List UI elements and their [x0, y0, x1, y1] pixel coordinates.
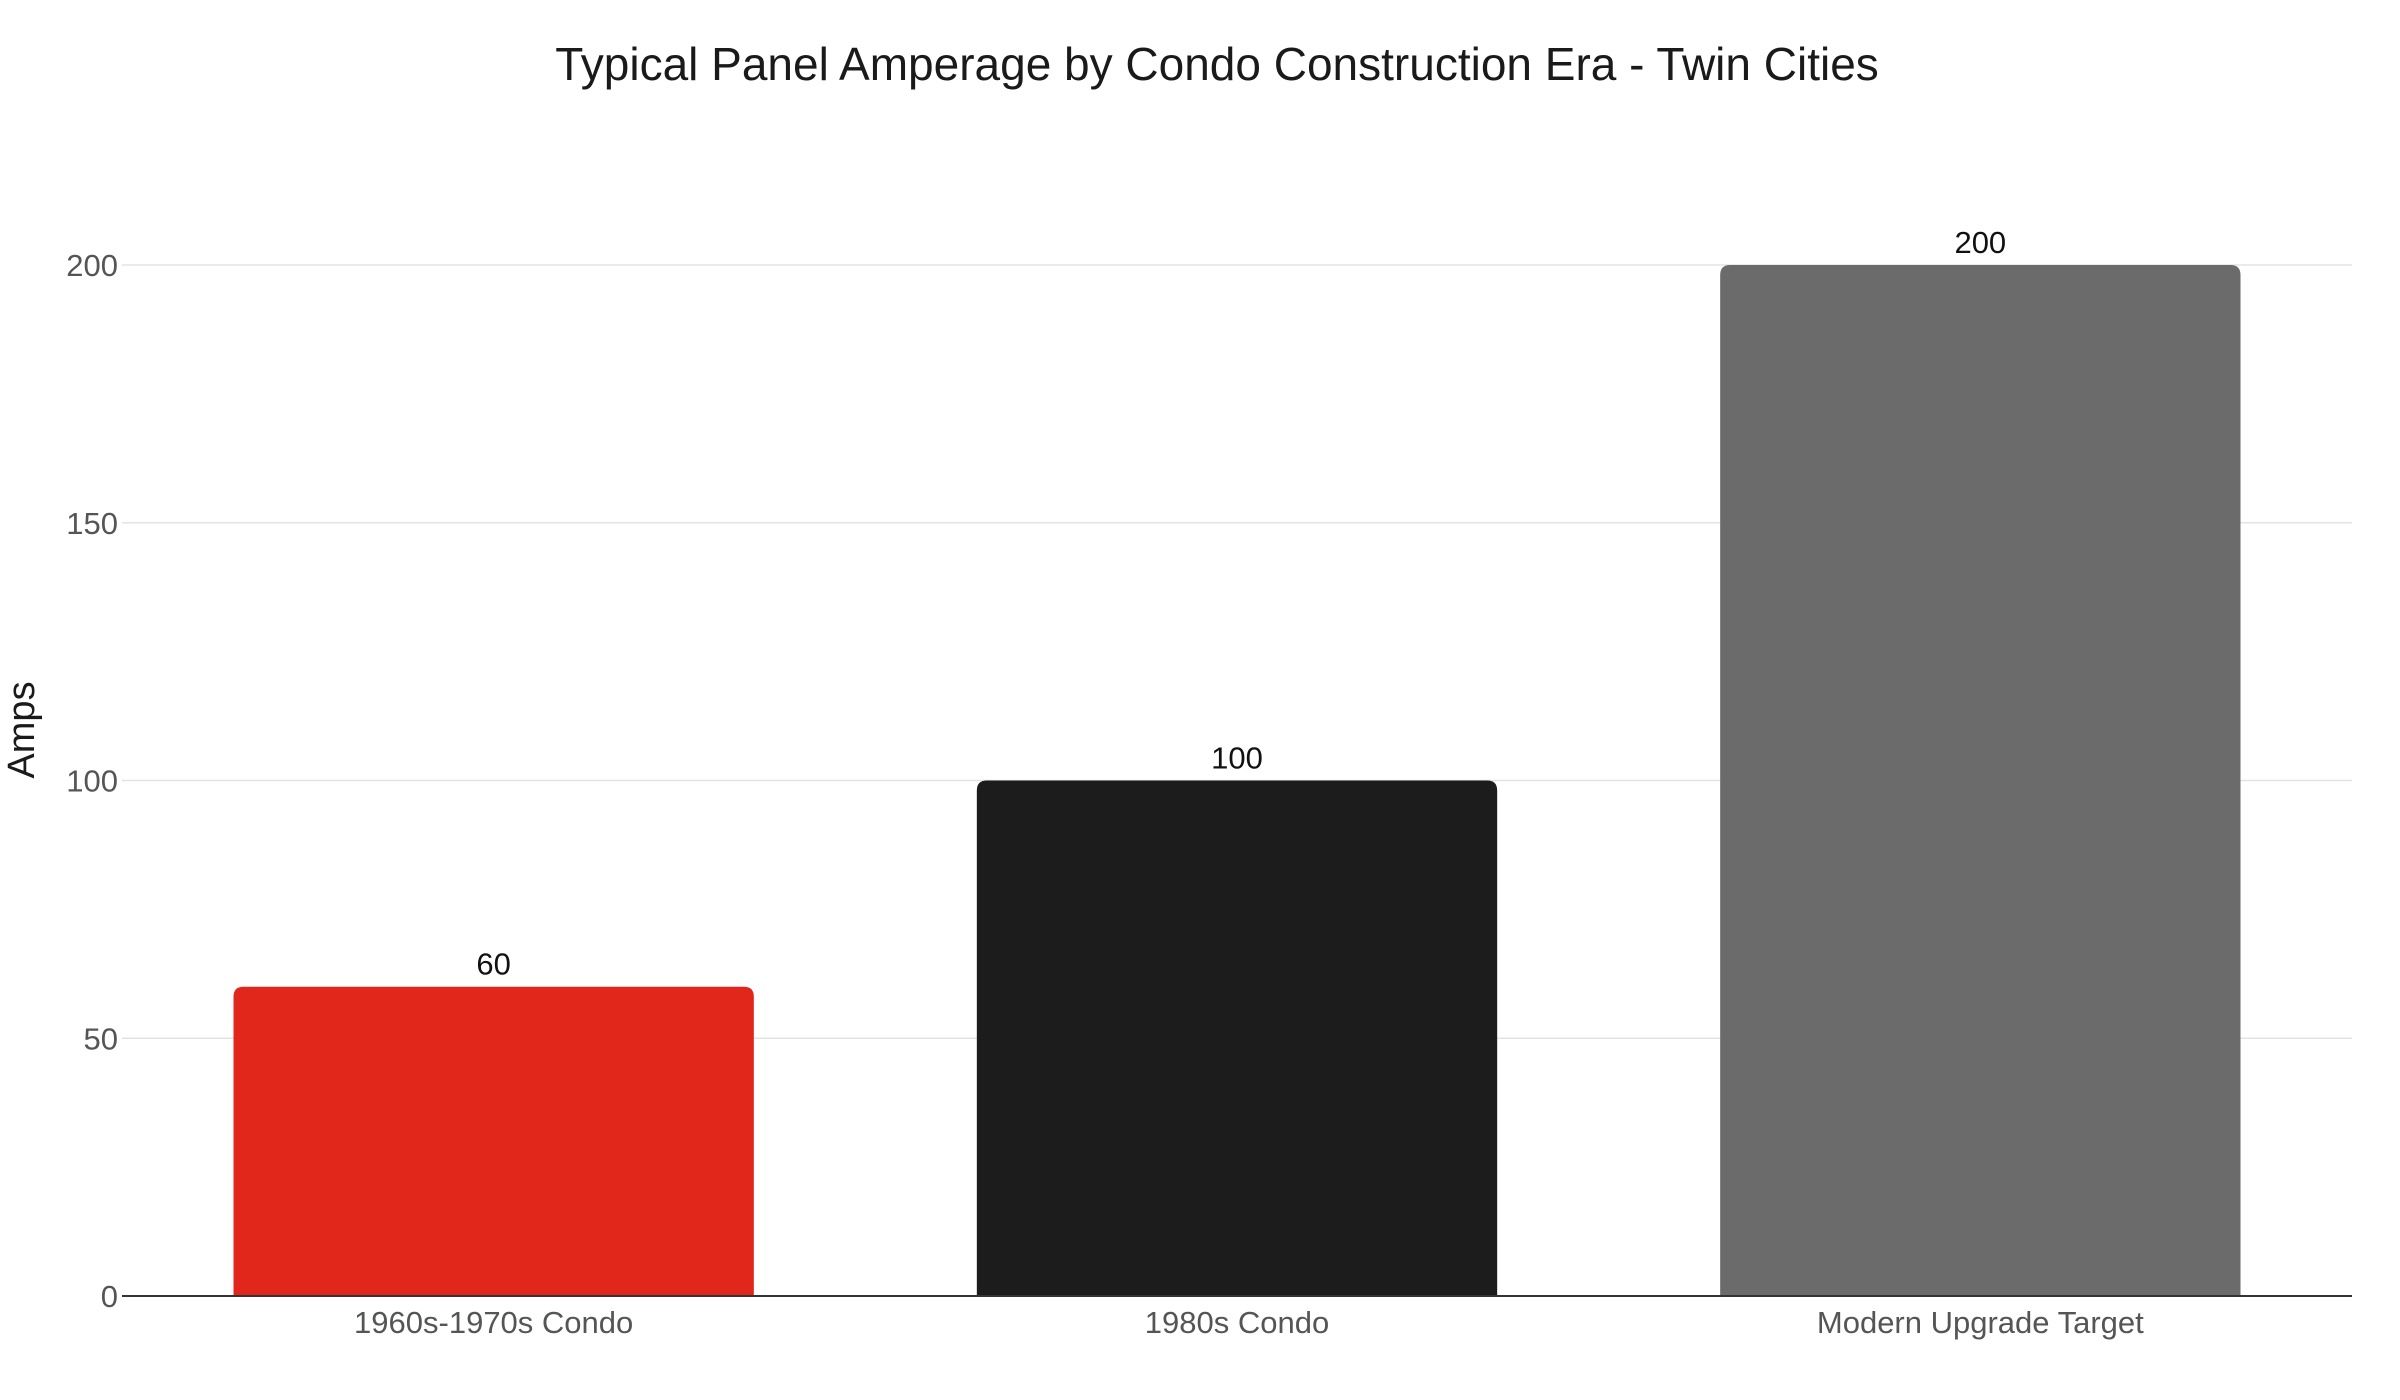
x-tick-label: 1960s-1970s Condo [354, 1305, 633, 1340]
x-axis-ticks: 1960s-1970s Condo 1980s Condo Modern Upgra… [354, 1305, 2144, 1340]
x-tick-label: 1980s Condo [1145, 1305, 1329, 1340]
bars-group [233, 265, 2241, 1297]
y-tick-label: 150 [66, 506, 118, 541]
y-tick-label: 50 [84, 1021, 118, 1056]
bar[interactable] [233, 986, 754, 1296]
bar[interactable] [976, 780, 1498, 1297]
y-axis-label: Amps [1, 681, 43, 778]
data-labels-group: 60 100 200 [476, 225, 2006, 982]
y-axis-ticks: 0 50 100 150 200 [66, 248, 118, 1314]
data-label: 60 [476, 947, 510, 982]
data-label: 100 [1211, 741, 1263, 776]
x-tick-label: Modern Upgrade Target [1817, 1305, 2144, 1340]
y-tick-label: 200 [66, 248, 118, 283]
y-tick-label: 100 [66, 764, 118, 799]
chart-title: Typical Panel Amperage by Condo Construc… [555, 38, 1879, 90]
bar[interactable] [1720, 265, 2241, 1296]
data-label: 200 [1954, 225, 2006, 260]
y-tick-label: 0 [101, 1279, 118, 1314]
